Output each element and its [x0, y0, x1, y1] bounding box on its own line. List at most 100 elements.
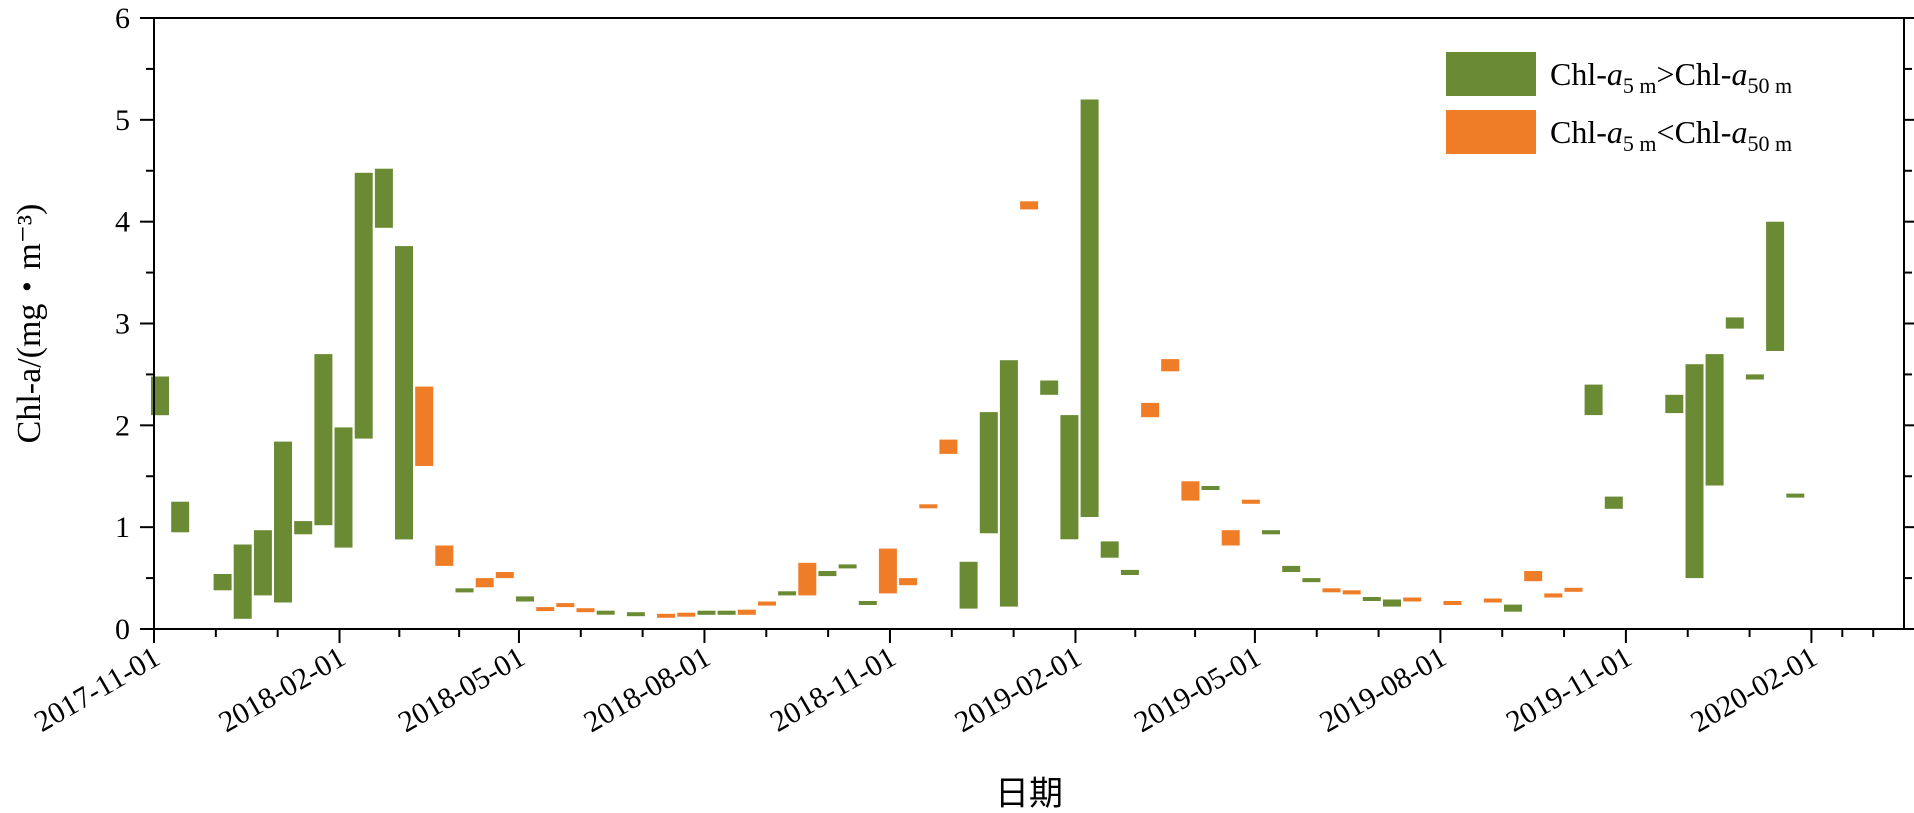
bar-shallow-higher	[858, 601, 877, 605]
x-tick-label: 2020-02-01	[1685, 640, 1823, 739]
bar-shallow-higher	[1262, 530, 1280, 535]
x-tick-label: 2019-05-01	[1129, 640, 1267, 739]
bar-shallow-higher	[1383, 599, 1401, 607]
bar-shallow-higher	[151, 376, 169, 416]
y-axis-title: Chl-a/(mg・m⁻³)	[11, 204, 48, 444]
legend: Chl-a5 m>Chl-a50 m Chl-a5 m<Chl-a50 m	[1446, 52, 1792, 156]
bar-deep-higher	[798, 562, 817, 596]
bar-shallow-higher	[1604, 496, 1623, 509]
x-axis: 2017-11-01 2018-02-01 2018-05-01 2018-08-01…	[29, 629, 1875, 739]
bar-shallow-higher	[838, 564, 857, 569]
y-tick-label: 2	[115, 409, 130, 442]
bar-shallow-higher	[354, 172, 373, 439]
bar-deep-higher	[1241, 499, 1260, 504]
bar-shallow-higher	[334, 427, 353, 548]
legend-label: Chl-a5 m>Chl-a50 m	[1550, 56, 1792, 98]
bar-shallow-higher	[1786, 493, 1805, 498]
bar-deep-higher	[1141, 402, 1160, 418]
bar-shallow-higher	[717, 610, 736, 615]
x-tick-label: 2018-05-01	[393, 640, 531, 739]
x-tick-label: 2018-08-01	[578, 640, 716, 739]
x-tick-label: 2019-02-01	[949, 640, 1087, 739]
bar-deep-higher	[1443, 601, 1462, 605]
y-tick-label: 3	[115, 308, 130, 341]
bar-deep-higher	[1564, 587, 1583, 592]
bar-shallow-higher	[253, 530, 272, 596]
bar-shallow-higher	[1282, 565, 1301, 572]
bar-shallow-higher	[516, 596, 534, 602]
bar-shallow-higher	[778, 591, 797, 596]
bar-shallow-higher	[1080, 99, 1099, 517]
bar-deep-higher	[1483, 598, 1502, 603]
x-tick-label: 2019-08-01	[1314, 640, 1452, 739]
bar-shallow-higher	[374, 168, 393, 228]
bar-shallow-higher	[1040, 380, 1059, 395]
bar-shallow-higher	[314, 354, 333, 526]
x-tick-label: 2019-11-01	[1501, 640, 1638, 738]
bar-shallow-higher	[596, 610, 615, 615]
bar-deep-higher	[899, 578, 918, 586]
x-tick-label: 2018-11-01	[765, 640, 902, 738]
bar-shallow-higher	[233, 544, 252, 619]
bar-shallow-higher	[294, 521, 313, 535]
x-tick-label: 2018-02-01	[213, 640, 351, 739]
legend-label: Chl-a5 m<Chl-a50 m	[1550, 114, 1792, 156]
bar-deep-higher	[495, 572, 514, 579]
bar-deep-higher	[415, 386, 434, 466]
bar-shallow-higher	[1201, 486, 1220, 490]
bar-shallow-higher	[1100, 541, 1119, 558]
bar-shallow-higher	[1060, 415, 1079, 540]
bar-shallow-higher	[626, 612, 645, 617]
bar-deep-higher	[556, 603, 575, 608]
bar-deep-higher	[1181, 481, 1200, 501]
x-axis-title: 日期	[995, 776, 1063, 813]
bar-shallow-higher	[1766, 221, 1785, 351]
bar-shallow-higher	[1665, 394, 1684, 414]
bar-deep-higher	[536, 607, 555, 612]
bar-shallow-higher	[1705, 354, 1724, 486]
bar-shallow-higher	[1745, 374, 1764, 380]
bar-shallow-higher	[697, 610, 716, 615]
bar-deep-higher	[1322, 588, 1341, 593]
y-tick-label: 4	[115, 206, 130, 239]
y-tick-label: 1	[115, 511, 130, 544]
bar-deep-higher	[657, 613, 676, 618]
bars-layer	[151, 99, 1805, 619]
bar-shallow-higher	[1504, 604, 1522, 612]
legend-swatch	[1446, 52, 1536, 96]
bar-deep-higher	[737, 609, 756, 615]
bar-deep-higher	[1221, 530, 1240, 546]
bar-deep-higher	[677, 612, 696, 617]
bar-deep-higher	[576, 608, 595, 613]
bar-shallow-higher	[274, 441, 292, 603]
bar-shallow-higher	[213, 574, 232, 591]
bar-shallow-higher	[1302, 578, 1321, 583]
bar-shallow-higher	[395, 246, 413, 540]
y-axis: 0 1 2 3 4 5 6	[115, 2, 1914, 646]
x-tick-label: 2017-11-01	[29, 640, 166, 738]
bar-deep-higher	[758, 601, 776, 606]
bar-shallow-higher	[979, 412, 998, 534]
bar-deep-higher	[435, 545, 454, 566]
bar-deep-higher	[1342, 590, 1361, 595]
bar-deep-higher	[919, 504, 938, 509]
y-tick-label: 6	[115, 2, 130, 35]
bar-shallow-higher	[171, 501, 190, 533]
bar-shallow-higher	[1725, 317, 1744, 329]
y-tick-label: 0	[115, 613, 130, 646]
legend-swatch	[1446, 110, 1536, 154]
bar-deep-higher	[475, 578, 494, 588]
bar-deep-higher	[1161, 359, 1180, 372]
y-tick-label: 5	[115, 104, 130, 137]
bar-deep-higher	[1544, 593, 1563, 598]
bar-deep-higher	[1524, 571, 1543, 582]
bar-deep-higher	[878, 548, 897, 594]
bar-deep-higher	[1020, 201, 1039, 210]
bar-shallow-higher	[999, 360, 1018, 607]
bar-shallow-higher	[1120, 569, 1139, 575]
plot-frame	[153, 17, 1905, 630]
bar-shallow-higher	[959, 561, 978, 609]
bar-shallow-higher	[1584, 384, 1603, 416]
bar-shallow-higher	[1362, 597, 1381, 601]
